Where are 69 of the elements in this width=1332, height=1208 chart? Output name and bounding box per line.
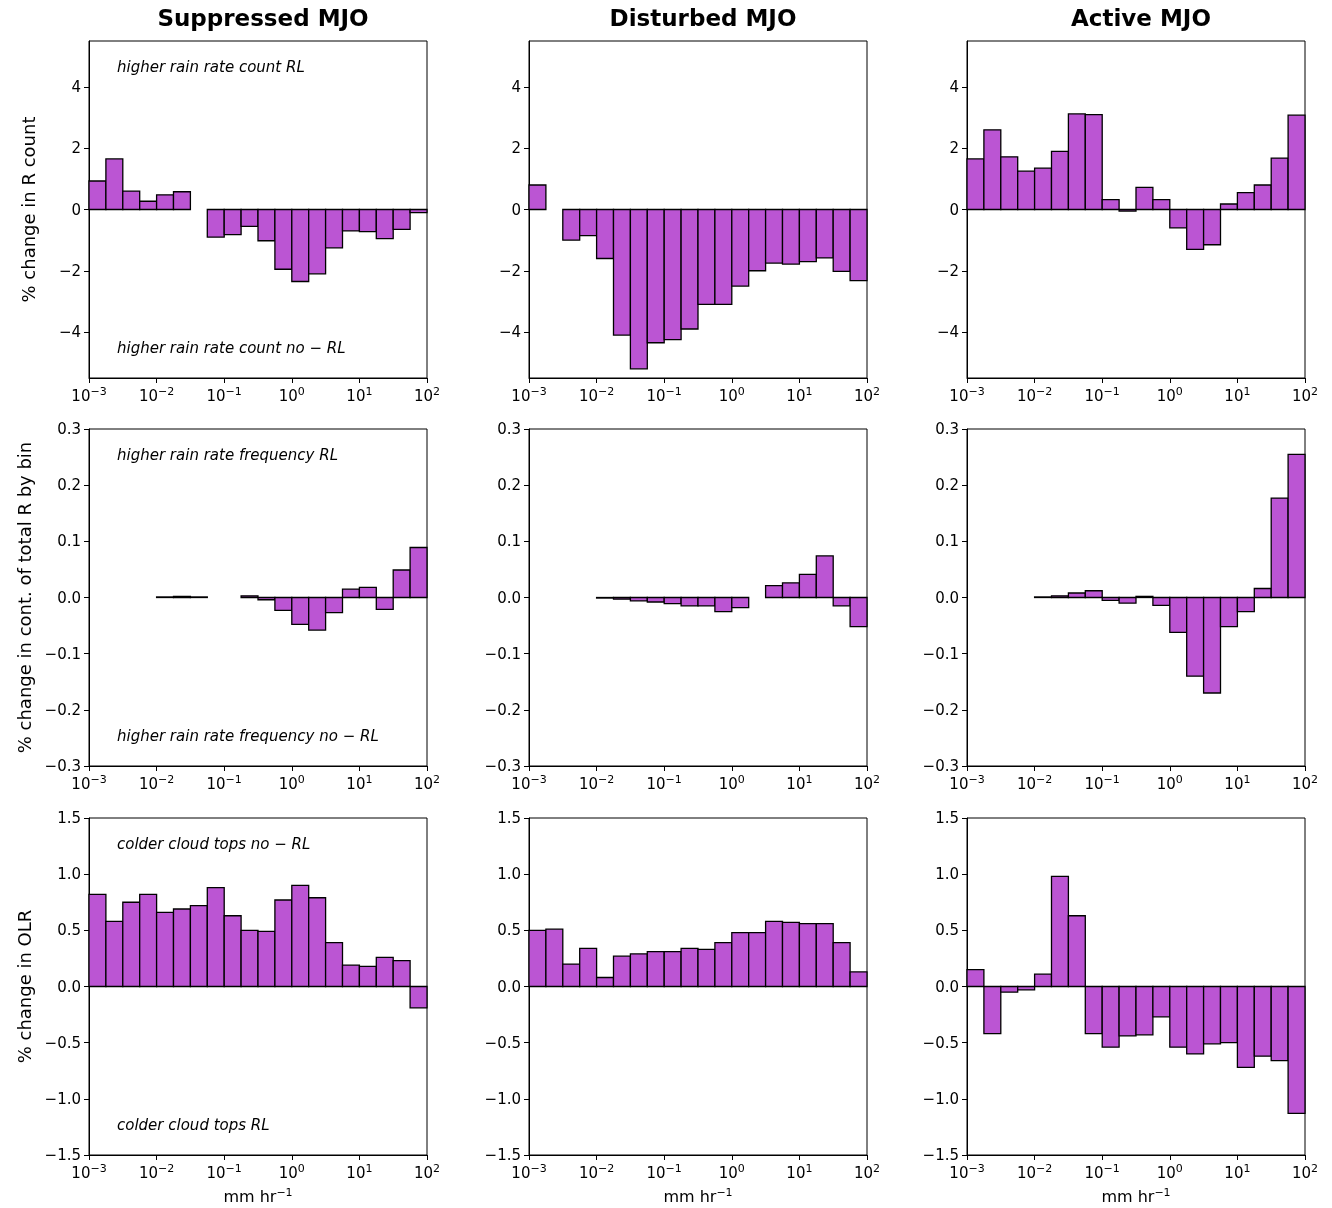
y-tick-label: 0.2 bbox=[935, 476, 959, 495]
y-tick-label: 0.3 bbox=[57, 420, 81, 438]
y-tick-label: 0 bbox=[511, 200, 521, 219]
chart-title: Disturbed MJO bbox=[609, 4, 797, 31]
y-tick-label: 0.5 bbox=[57, 921, 81, 940]
y-axis-title: % change in R count bbox=[17, 116, 39, 303]
annotation: higher rain rate count RL bbox=[117, 57, 305, 76]
y-tick-label: −1.5 bbox=[44, 1146, 81, 1164]
y-tick-label: −0.1 bbox=[484, 644, 521, 663]
y-tick-label: −0.3 bbox=[922, 757, 959, 775]
y-tick-label: −2 bbox=[498, 261, 521, 280]
y-tick-label: 4 bbox=[71, 77, 81, 96]
y-tick-label: 2 bbox=[949, 139, 959, 158]
y-tick-label: 2 bbox=[71, 139, 81, 158]
y-tick-label: −2 bbox=[936, 261, 959, 280]
y-tick-label: 0.3 bbox=[935, 420, 959, 438]
y-tick-label: 1.5 bbox=[57, 809, 81, 827]
y-tick-label: −0.5 bbox=[922, 1033, 959, 1052]
y-tick-label: 0.2 bbox=[497, 476, 521, 495]
y-tick-label: 0.0 bbox=[497, 977, 521, 996]
y-tick-label: −1.0 bbox=[922, 1089, 959, 1108]
y-tick-label: 4 bbox=[949, 77, 959, 96]
annotation: higher rain rate count no − RL bbox=[117, 338, 346, 357]
y-tick-label: −1.5 bbox=[484, 1146, 521, 1164]
y-tick-label: 0.0 bbox=[935, 977, 959, 996]
y-tick-label: −0.1 bbox=[922, 644, 959, 663]
y-tick-label: 0.1 bbox=[57, 532, 81, 551]
chart-title: Suppressed MJO bbox=[157, 4, 369, 31]
y-tick-label: −1.0 bbox=[484, 1089, 521, 1108]
y-axis-title: % change in cont. of total R by bin bbox=[14, 441, 36, 754]
y-tick-label: −0.3 bbox=[484, 757, 521, 775]
y-tick-label: 4 bbox=[511, 77, 521, 96]
y-tick-label: 0 bbox=[71, 200, 81, 219]
y-tick-label: 0.5 bbox=[935, 921, 959, 940]
y-tick-label: 0.2 bbox=[57, 476, 81, 495]
y-tick-label: 0.0 bbox=[497, 588, 521, 607]
y-tick-label: −2 bbox=[58, 261, 81, 280]
y-tick-label: −0.2 bbox=[484, 700, 521, 719]
y-tick-label: 1.5 bbox=[935, 809, 959, 827]
y-tick-label: 0.0 bbox=[935, 588, 959, 607]
y-tick-label: −1.5 bbox=[922, 1146, 959, 1164]
y-tick-label: 1.0 bbox=[57, 865, 81, 884]
y-tick-label: −4 bbox=[58, 323, 81, 342]
y-tick-label: 0.1 bbox=[497, 532, 521, 551]
y-tick-label: −0.5 bbox=[44, 1033, 81, 1052]
y-tick-label: −4 bbox=[498, 323, 521, 342]
y-tick-label: 0.0 bbox=[57, 588, 81, 607]
y-tick-label: 2 bbox=[511, 139, 521, 158]
y-tick-label: 0.1 bbox=[935, 532, 959, 551]
y-tick-label: 1.0 bbox=[497, 865, 521, 884]
y-tick-label: −0.3 bbox=[44, 757, 81, 775]
chart-title: Active MJO bbox=[1071, 4, 1211, 31]
y-tick-label: −4 bbox=[936, 323, 959, 342]
y-tick-label: −0.1 bbox=[44, 644, 81, 663]
y-tick-label: 1.0 bbox=[935, 865, 959, 884]
y-tick-label: −1.0 bbox=[44, 1089, 81, 1108]
y-tick-label: 0.5 bbox=[497, 921, 521, 940]
y-tick-label: −0.2 bbox=[922, 700, 959, 719]
annotation: higher rain rate frequency no − RL bbox=[117, 726, 379, 745]
y-tick-label: −0.2 bbox=[44, 700, 81, 719]
y-axis-title: % change in OLR bbox=[14, 909, 36, 1064]
y-tick-label: 0 bbox=[949, 200, 959, 219]
y-tick-label: 0.3 bbox=[497, 420, 521, 438]
y-tick-label: 0.0 bbox=[57, 977, 81, 996]
y-tick-label: 1.5 bbox=[497, 809, 521, 827]
annotation: higher rain rate frequency RL bbox=[117, 445, 339, 464]
annotation: colder cloud tops no − RL bbox=[117, 834, 311, 853]
y-tick-label: −0.5 bbox=[484, 1033, 521, 1052]
annotation: colder cloud tops RL bbox=[117, 1115, 270, 1134]
